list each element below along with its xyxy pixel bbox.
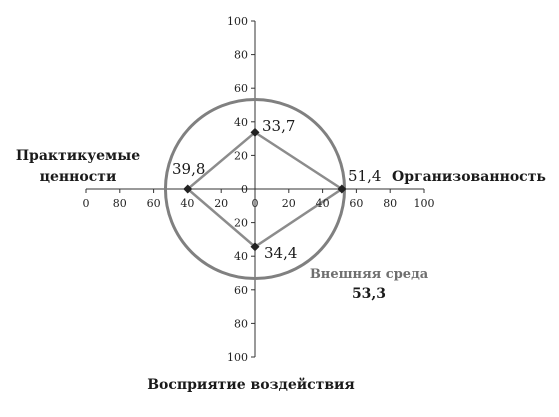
horizontal-tick-label: 20 [214,197,228,210]
value-point-bottom [250,242,260,252]
circle-label: Внешняя среда [310,267,429,282]
horizontal-tick-label: 40 [180,197,194,210]
value-label-left: 39,8 [172,160,205,178]
horizontal-tick-label: 0 [83,197,90,210]
vertical-tick-label: 60 [234,284,248,297]
horizontal-tick-label: 100 [414,197,435,210]
horizontal-tick-label: 0 [252,197,259,210]
value-point-top [250,127,260,137]
vertical-tick-label: 60 [234,82,248,95]
value-label-right: 51,4 [348,167,381,185]
vertical-tick-label: 100 [227,15,248,28]
vertical-tick-label: 20 [234,217,248,230]
vertical-tick-label: 80 [234,317,248,330]
vertical-tick-label: 0 [241,183,248,196]
axis-title-left-line1: Практикуемые [16,148,140,164]
horizontal-tick-label: 80 [113,197,127,210]
tick-labels: 100 80 60 40 20 0 20 40 60 80 100 0 80 60 40 20 0 20 40 60 8… [83,15,435,364]
values-polygon-group [183,127,347,252]
horizontal-tick-label: 60 [349,197,363,210]
horizontal-tick-label: 20 [282,197,296,210]
axis-title-left-line2: ценности [40,169,117,185]
vertical-tick-label: 40 [234,250,248,263]
value-point-left [183,184,193,194]
vertical-tick-label: 20 [234,149,248,162]
axes [85,20,425,358]
horizontal-tick-label: 80 [383,197,397,210]
values-polygon [185,130,345,249]
axis-title-bottom: Восприятие воздействия [147,376,355,393]
circle-value-label: 53,3 [352,286,386,302]
vertical-tick-label: 100 [227,351,248,364]
vertical-tick-label: 40 [234,116,248,129]
value-label-top: 33,7 [262,117,295,135]
annotations: Практикуемые ценности Организованность В… [16,117,546,393]
value-label-bottom: 34,4 [264,244,297,262]
horizontal-tick-label: 40 [316,197,330,210]
horizontal-tick-label: 60 [147,197,161,210]
axis-title-right: Организованность [392,169,546,185]
vertical-tick-label: 80 [234,49,248,62]
value-point-right [337,184,347,194]
